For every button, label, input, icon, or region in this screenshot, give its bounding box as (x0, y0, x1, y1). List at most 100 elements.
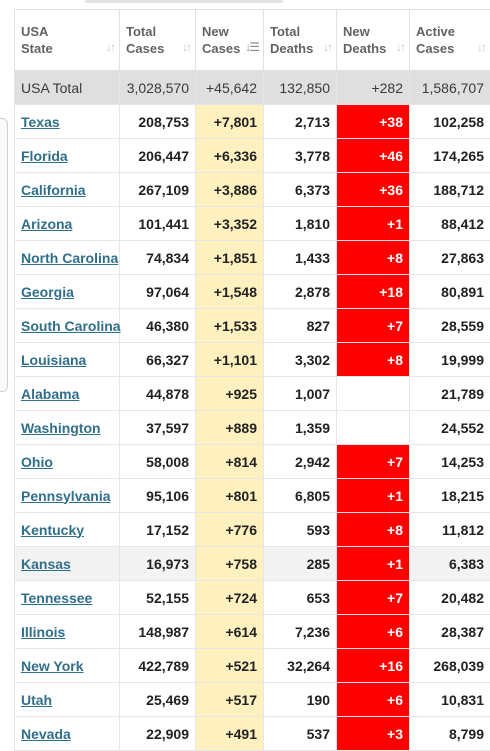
new-deaths-cell: +6 (337, 615, 410, 649)
header-line2: Deaths (343, 41, 386, 56)
active-cases-cell: 188,712 (410, 173, 490, 207)
state-cell: Arizona (15, 207, 120, 241)
new-deaths-cell: +7 (337, 445, 410, 479)
state-link[interactable]: Tennessee (21, 590, 92, 606)
active-cases-cell: 88,412 (410, 207, 490, 241)
active-cases-cell: 24,552 (410, 411, 490, 445)
state-cell: Kentucky (15, 513, 120, 547)
new-cases-cell: +614 (196, 615, 264, 649)
state-link[interactable]: Ohio (21, 454, 53, 470)
active-cases-cell: 8,799 (410, 717, 490, 751)
sort-arrows-icon[interactable]: ↓↑ (106, 39, 114, 56)
state-link[interactable]: Washington (21, 420, 101, 436)
active-cases-cell: 28,387 (410, 615, 490, 649)
header-line2: Deaths (270, 41, 313, 56)
new-cases-cell: +6,336 (196, 139, 264, 173)
total-label: USA Total (15, 71, 120, 105)
active-cases-cell: 268,039 (410, 649, 490, 683)
total-deaths-cell: 6,373 (264, 173, 337, 207)
new-cases-cell: +1,533 (196, 309, 264, 343)
new-deaths-cell: +38 (337, 105, 410, 139)
state-link[interactable]: Kentucky (21, 522, 84, 538)
new-cases-cell: +889 (196, 411, 264, 445)
sort-arrows-icon[interactable]: ↓↑ (396, 39, 404, 56)
state-link[interactable]: Arizona (21, 216, 72, 232)
total-deaths-cell: 3,302 (264, 343, 337, 377)
state-cell: Alabama (15, 377, 120, 411)
state-link[interactable]: Louisiana (21, 352, 86, 368)
active-cases-cell: 80,891 (410, 275, 490, 309)
state-cell: Nevada (15, 717, 120, 751)
header-line2: Cases (202, 41, 240, 56)
total-deaths-cell: 593 (264, 513, 337, 547)
active-cases-cell: 102,258 (410, 105, 490, 139)
state-link[interactable]: Pennsylvania (21, 488, 111, 504)
total-cases-cell: 208,753 (120, 105, 196, 139)
sort-arrows-icon[interactable]: ↓↑ (477, 39, 485, 56)
state-cell: Utah (15, 683, 120, 717)
total-cases-cell: 95,106 (120, 479, 196, 513)
active-cases-cell: 174,265 (410, 139, 490, 173)
state-link[interactable]: Florida (21, 148, 68, 164)
active-cases-cell: 11,812 (410, 513, 490, 547)
state-link[interactable]: Nevada (21, 726, 71, 742)
header-line2: Cases (416, 41, 454, 56)
total-deaths-cell: 3,778 (264, 139, 337, 173)
total-deaths-cell: 1,359 (264, 411, 337, 445)
new-deaths-cell: +6 (337, 683, 410, 717)
state-link[interactable]: New York (21, 658, 84, 674)
total-cases-cell: 46,380 (120, 309, 196, 343)
new-deaths-cell: +7 (337, 581, 410, 615)
header-total-cases[interactable]: Total Cases ↓↑ (120, 10, 196, 71)
state-link[interactable]: Alabama (21, 386, 79, 402)
state-link[interactable]: Illinois (21, 624, 65, 640)
header-line2: Cases (126, 41, 164, 56)
state-link[interactable]: Kansas (21, 556, 71, 572)
state-cell: North Carolina (15, 241, 120, 275)
state-link[interactable]: Georgia (21, 284, 74, 300)
total-cases-cell: 101,441 (120, 207, 196, 241)
total-deaths-cell: 537 (264, 717, 337, 751)
state-cell: Florida (15, 139, 120, 173)
total-new-cases: +45,642 (196, 71, 264, 105)
state-link[interactable]: Utah (21, 692, 52, 708)
sort-arrows-icon[interactable]: ↓↑ (182, 39, 190, 56)
new-deaths-cell: +8 (337, 343, 410, 377)
header-new-cases[interactable]: New Cases ↓☰ (196, 10, 264, 71)
total-new-deaths: +282 (337, 71, 410, 105)
active-cases-cell: 21,789 (410, 377, 490, 411)
new-cases-cell: +758 (196, 547, 264, 581)
usa-total-row: USA Total 3,028,570 +45,642 132,850 +282… (15, 71, 490, 105)
total-deaths-cell: 1,007 (264, 377, 337, 411)
state-link[interactable]: California (21, 182, 86, 198)
sort-arrows-icon[interactable]: ↓↑ (323, 39, 331, 56)
state-link[interactable]: North Carolina (21, 250, 118, 266)
side-drawer-handle[interactable] (0, 118, 8, 392)
new-cases-cell: +7,801 (196, 105, 264, 139)
state-link[interactable]: Texas (21, 114, 60, 130)
header-line1: Total (126, 24, 156, 39)
total-cases-cell: 206,447 (120, 139, 196, 173)
header-line1: USA (21, 24, 48, 39)
new-cases-cell: +521 (196, 649, 264, 683)
header-line1: New (202, 24, 229, 39)
new-deaths-cell: +36 (337, 173, 410, 207)
state-cell: South Carolina (15, 309, 120, 343)
sort-desc-icon[interactable]: ↓☰ (245, 39, 258, 56)
active-cases-cell: 20,482 (410, 581, 490, 615)
state-link[interactable]: South Carolina (21, 318, 121, 334)
